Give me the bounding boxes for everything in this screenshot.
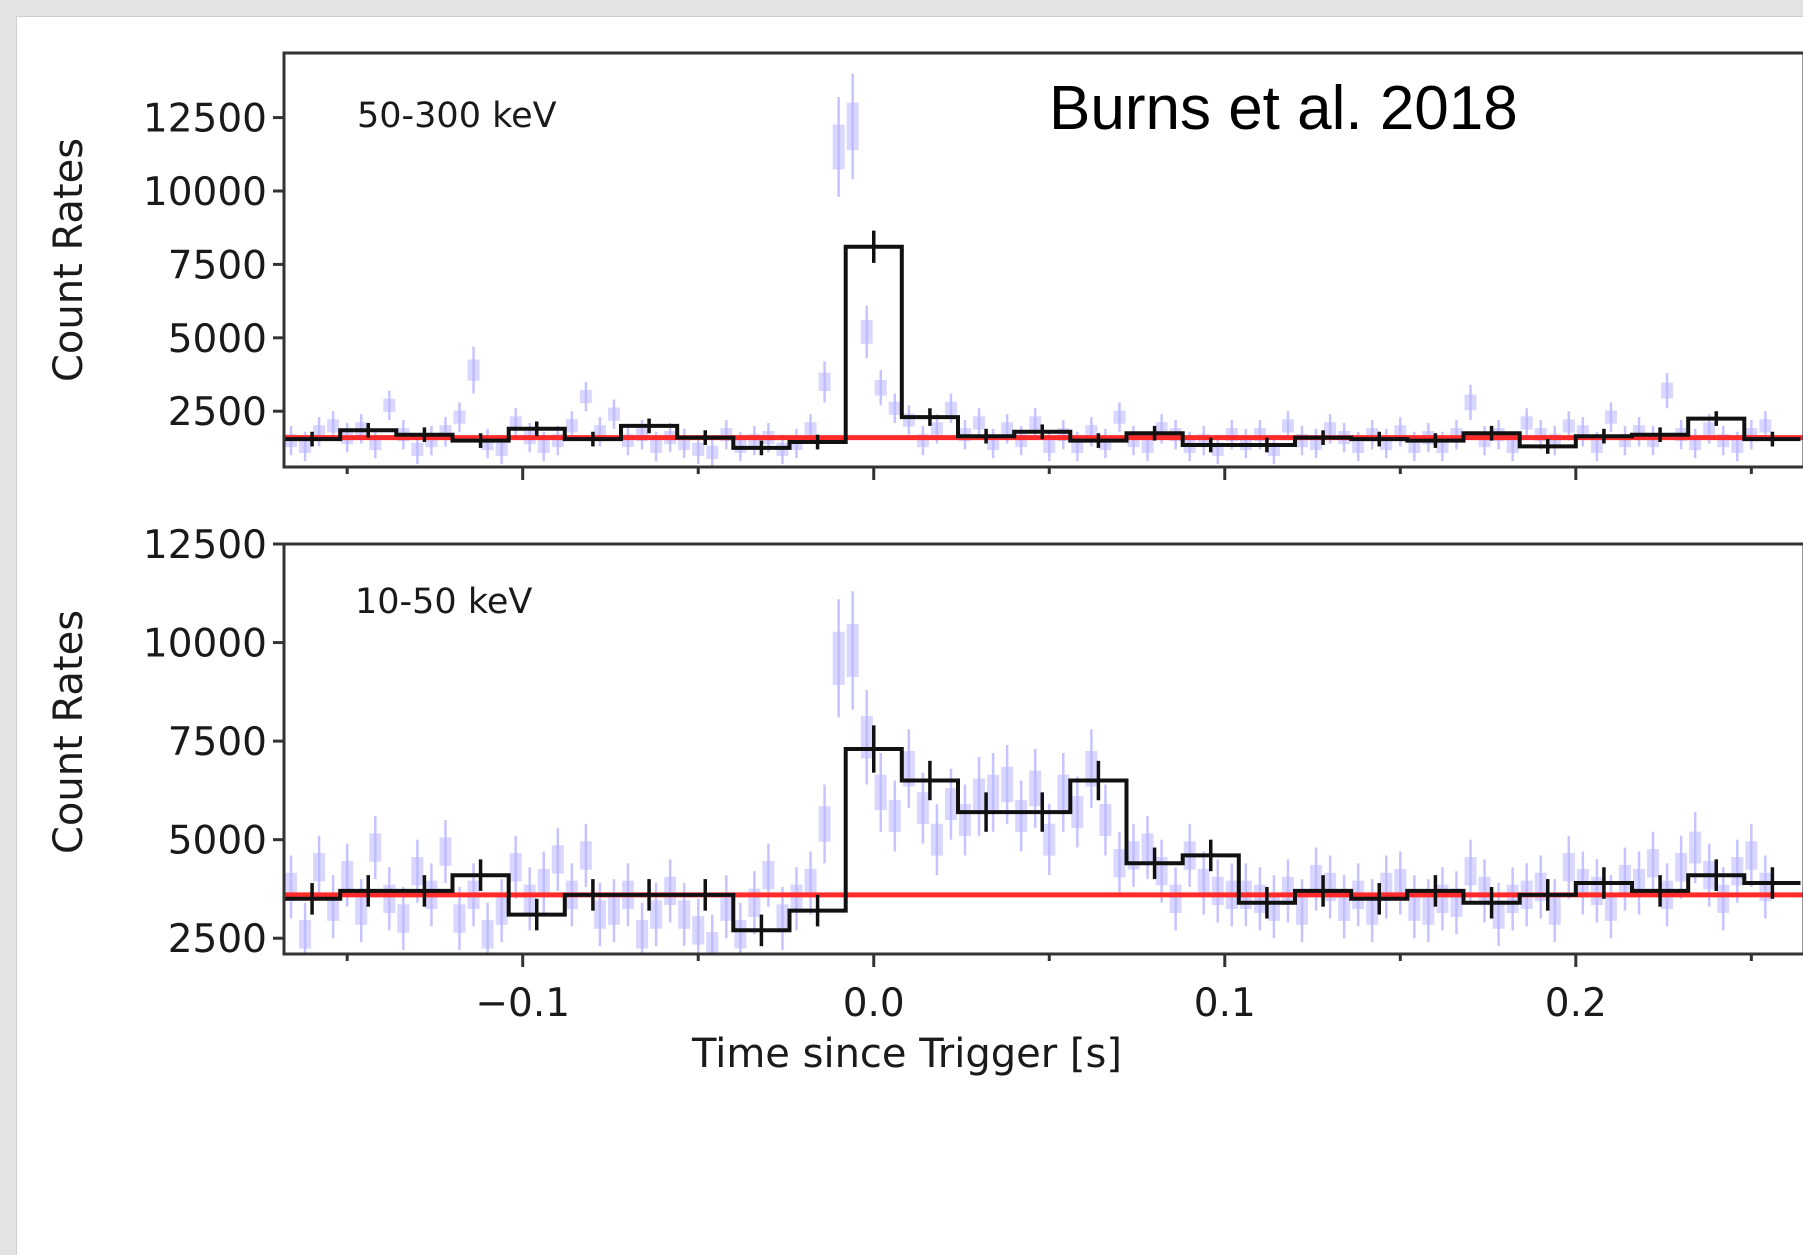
x-axis-label: Time since Trigger [s] [691,1031,1122,1077]
binned-step-line [284,244,1801,450]
x-tick-label: 0.1 [1194,981,1256,1026]
y-tick-label: 7500 [168,720,267,765]
panel-label-top: 50-300 keV [357,96,557,136]
y-tick-label: 10000 [143,170,267,215]
lightcurve-chart: 2500 5000 7500 10000 12500 Count Rates 50-30… [46,51,1803,1077]
y-tick-label: 2500 [168,390,267,435]
y-tick-label: 7500 [168,243,267,288]
panel-label-bottom: 10-50 keV [355,582,532,622]
plot-frame-top [282,51,1803,469]
fine-series-bottom [285,591,1772,954]
y-tick-label: 10000 [143,622,267,667]
x-tick-label: 0.2 [1545,981,1607,1026]
y-ticks-top: 2500 5000 7500 10000 12500 [143,97,284,435]
x-tick-label: −0.1 [475,981,570,1026]
panel-bottom: 2500 5000 7500 10000 12500 −0.1 0.0 0.1 0.2 Cou… [46,523,1803,1077]
y-tick-label: 5000 [168,317,267,362]
citation-label: Burns et al. 2018 [1049,74,1518,143]
binned-series-top [284,230,1801,456]
x-tick-label: 0.0 [843,981,905,1026]
x-ticks-bottom: −0.1 0.0 0.1 0.2 [345,954,1753,1026]
y-tick-label: 12500 [143,523,267,568]
y-axis-label-top: Count Rates [46,138,92,382]
y-ticks-bottom: 2500 5000 7500 10000 12500 [143,523,284,962]
panel-top: 2500 5000 7500 10000 12500 Count Rates 50-30… [46,51,1803,480]
binned-step-line [284,747,1801,933]
y-tick-label: 2500 [168,917,267,962]
x-ticks-top [345,467,1753,480]
y-tick-label: 12500 [143,97,267,142]
binned-series-bottom [284,725,1801,947]
figure: 2500 5000 7500 10000 12500 Count Rates 50-30… [16,16,1803,1255]
plot-frame-bottom [282,542,1803,956]
y-tick-label: 5000 [168,819,267,864]
y-axis-label-bottom: Count Rates [46,610,92,854]
fine-series-top [285,73,1772,467]
